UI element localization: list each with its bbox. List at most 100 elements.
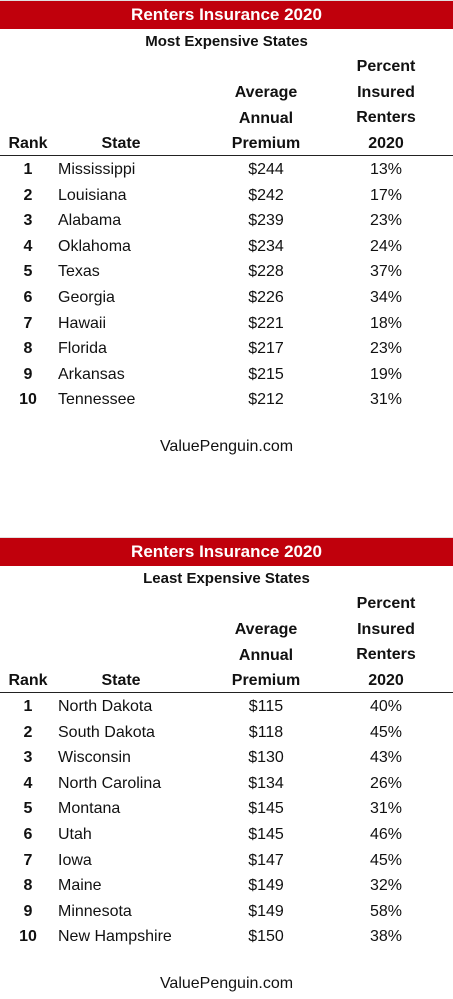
table-row: 9 Minnesota $149 58% <box>0 899 453 925</box>
rank-cell: 4 <box>23 774 33 792</box>
table-row: 1 North Dakota $115 40% <box>0 694 453 720</box>
table-body: 1 Mississippi $244 13% 2 Louisiana $242 … <box>0 157 453 413</box>
table-row: 10 Tennessee $212 31% <box>0 387 453 413</box>
table-title-banner: Renters Insurance 2020 <box>0 537 453 566</box>
header-line: Annual <box>238 646 294 664</box>
percent-cell: 13% <box>369 161 403 178</box>
most-expensive-table: Renters Insurance 2020 Most Expensive St… <box>0 0 453 455</box>
column-header-premium: Average Annual Premium <box>218 80 314 157</box>
state-cell: Texas <box>58 263 100 281</box>
column-header-percent-insured: Percent Insured Renters 2020 <box>340 54 432 156</box>
table-row: 10 New Hampshire $150 38% <box>0 924 453 950</box>
premium-cell: $130 <box>248 749 284 767</box>
premium-cell: $115 <box>248 698 284 715</box>
table-row: 5 Texas $228 37% <box>0 259 453 285</box>
premium-cell: $134 <box>248 774 284 792</box>
state-cell: Georgia <box>58 288 115 306</box>
state-cell: Montana <box>58 800 121 818</box>
table-row: 2 South Dakota $118 45% <box>0 720 453 746</box>
header-line: Renters <box>356 109 416 126</box>
column-header-state: State <box>101 672 141 689</box>
state-cell: Minnesota <box>58 902 132 920</box>
percent-cell: 31% <box>369 391 403 409</box>
column-header-rank: Rank <box>8 135 48 152</box>
percent-cell: 34% <box>369 288 403 306</box>
table-row: 5 Montana $145 31% <box>0 796 453 822</box>
percent-cell: 43% <box>369 749 403 767</box>
table-row: 3 Alabama $239 23% <box>0 208 453 234</box>
premium-cell: $149 <box>248 877 284 895</box>
premium-cell: $221 <box>248 314 284 332</box>
premium-cell: $212 <box>248 391 284 409</box>
premium-cell: $239 <box>248 212 284 230</box>
source-credit: ValuePenguin.com <box>159 975 294 992</box>
percent-cell: 38% <box>369 928 403 946</box>
header-line: Insured <box>357 83 415 101</box>
header-line: Percent <box>356 595 416 612</box>
column-header-percent-insured: Percent Insured Renters 2020 <box>340 591 432 693</box>
header-line: Average <box>234 621 298 638</box>
premium-cell: $228 <box>248 263 284 281</box>
premium-cell: $118 <box>248 723 284 741</box>
rank-cell: 1 <box>23 698 33 715</box>
premium-cell: $244 <box>248 161 284 178</box>
table-row: 4 North Carolina $134 26% <box>0 771 453 797</box>
rank-cell: 9 <box>23 365 33 383</box>
premium-cell: $149 <box>248 902 284 920</box>
percent-cell: 37% <box>369 263 403 281</box>
percent-cell: 17% <box>369 186 403 204</box>
rank-cell: 8 <box>23 877 33 895</box>
state-cell: Tennessee <box>58 391 136 409</box>
rank-cell: 10 <box>19 928 37 946</box>
header-line: Premium <box>231 135 301 152</box>
premium-cell: $242 <box>248 186 284 204</box>
percent-cell: 40% <box>369 698 403 715</box>
table-row: 8 Maine $149 32% <box>0 873 453 899</box>
state-cell: Wisconsin <box>58 749 131 767</box>
table-row: 3 Wisconsin $130 43% <box>0 745 453 771</box>
rank-cell: 5 <box>23 800 33 818</box>
percent-cell: 31% <box>369 800 403 818</box>
state-cell: Florida <box>58 340 107 358</box>
state-cell: New Hampshire <box>58 928 172 946</box>
percent-cell: 23% <box>369 212 403 230</box>
state-cell: Utah <box>58 825 92 843</box>
header-divider <box>0 692 453 693</box>
table-row: 2 Louisiana $242 17% <box>0 183 453 209</box>
rank-cell: 6 <box>23 825 33 843</box>
percent-cell: 58% <box>369 902 403 920</box>
table-subtitle: Most Expensive States <box>145 33 308 50</box>
state-cell: North Carolina <box>58 774 162 792</box>
state-cell: North Dakota <box>58 698 153 715</box>
premium-cell: $217 <box>248 340 284 358</box>
state-cell: Iowa <box>58 851 92 869</box>
column-header-state: State <box>101 135 141 152</box>
table-row: 7 Iowa $147 45% <box>0 848 453 874</box>
premium-cell: $150 <box>248 928 284 946</box>
rank-cell: 4 <box>23 237 33 255</box>
table-row: 6 Georgia $226 34% <box>0 285 453 311</box>
least-expensive-table: Renters Insurance 2020 Least Expensive S… <box>0 537 453 992</box>
source-credit: ValuePenguin.com <box>159 438 294 455</box>
state-cell: South Dakota <box>58 723 155 741</box>
column-header-premium: Average Annual Premium <box>218 617 314 694</box>
state-cell: Oklahoma <box>58 237 131 255</box>
rank-cell: 2 <box>23 186 33 204</box>
header-line: Insured <box>357 620 415 638</box>
state-cell: Maine <box>58 877 102 895</box>
column-header-rank: Rank <box>8 672 48 689</box>
table-row: 7 Hawaii $221 18% <box>0 311 453 337</box>
table-row: 8 Florida $217 23% <box>0 336 453 362</box>
percent-cell: 45% <box>369 851 403 869</box>
premium-cell: $226 <box>248 288 284 306</box>
header-line: Renters <box>356 646 416 663</box>
rank-cell: 2 <box>23 723 33 741</box>
rank-cell: 10 <box>19 391 37 409</box>
rank-cell: 5 <box>23 263 33 281</box>
table-row: 9 Arkansas $215 19% <box>0 362 453 388</box>
header-line: 2020 <box>368 134 404 152</box>
percent-cell: 45% <box>369 723 403 741</box>
percent-cell: 26% <box>369 774 403 792</box>
rank-cell: 3 <box>23 212 33 230</box>
table-row: 6 Utah $145 46% <box>0 822 453 848</box>
